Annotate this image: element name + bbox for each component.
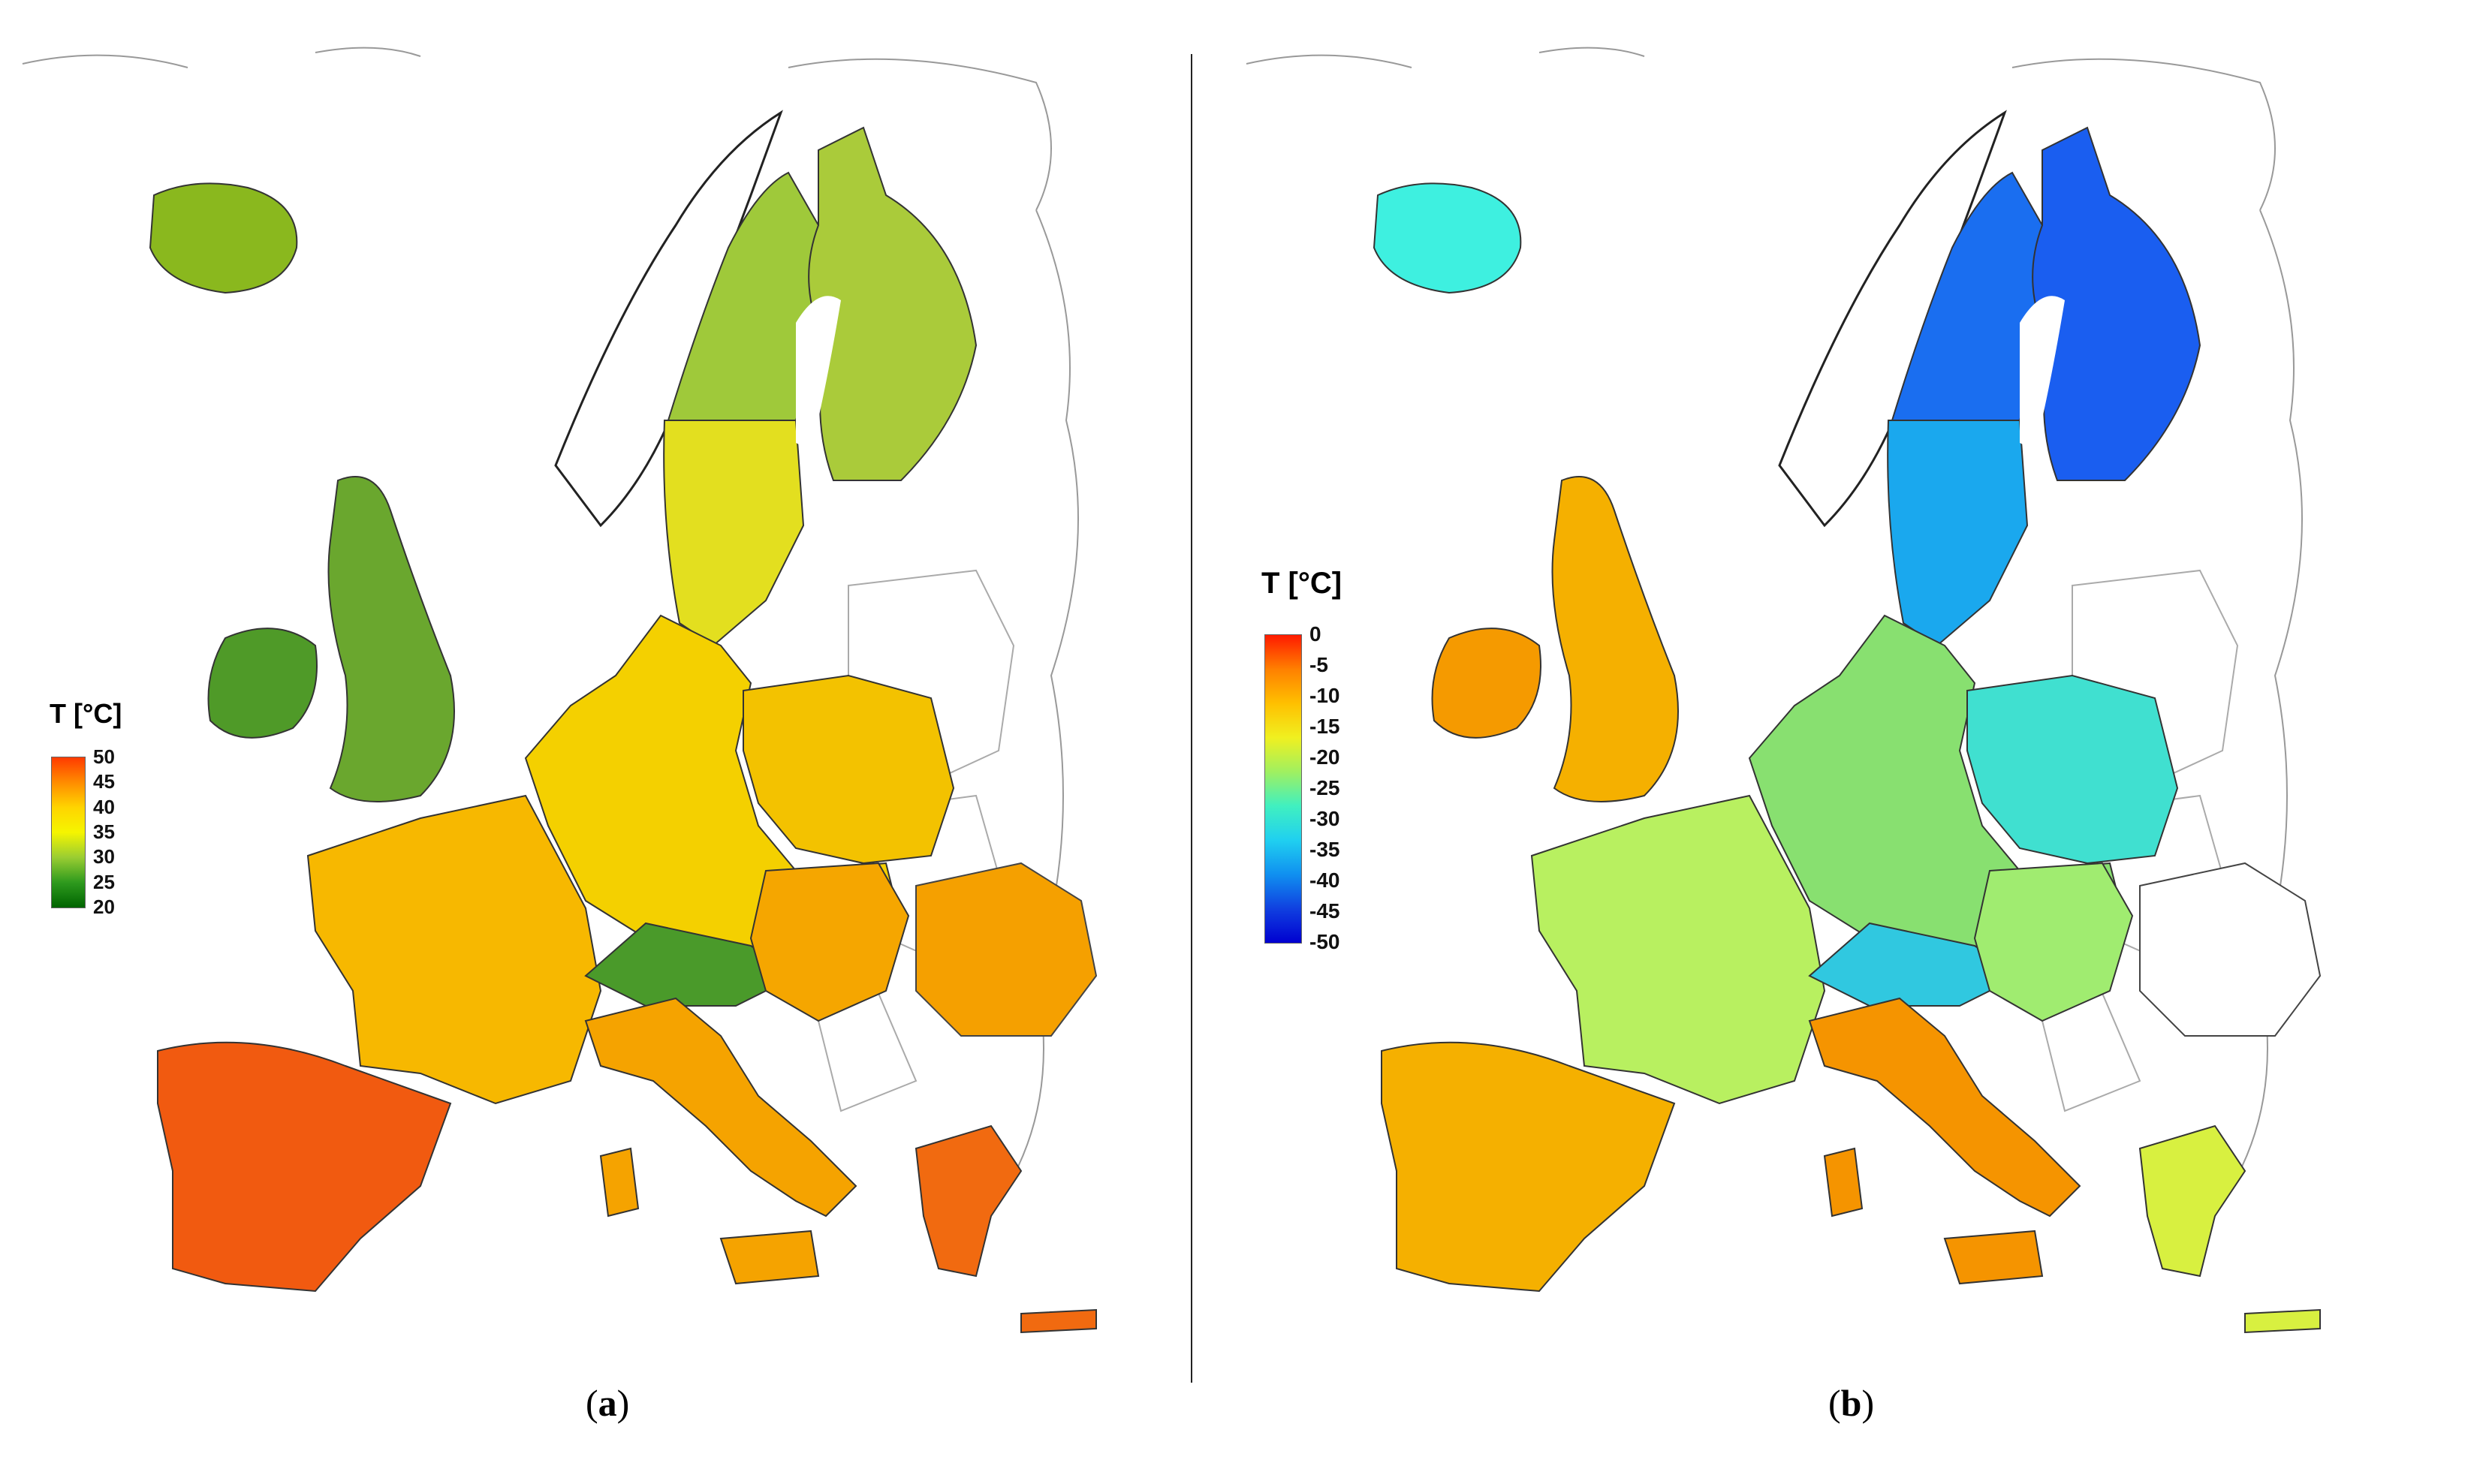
legend-a-colorbar <box>51 757 86 908</box>
caption-a: (a) <box>586 1381 629 1425</box>
legend-tick: -45 <box>1309 899 1340 923</box>
legend-tick: -5 <box>1309 653 1328 676</box>
panel-b-map <box>1246 47 2322 1334</box>
legend-a-title: T [°C] <box>50 698 122 729</box>
legend-tick: -40 <box>1309 868 1340 892</box>
legend-tick: 35 <box>93 820 115 843</box>
legend-b: T [°C] 0 -5 -10 -15 -20 -25 -30 -35 -40 -45 -50 <box>1261 567 1374 957</box>
region-greece <box>1020 1308 1097 1334</box>
legend-tick: 0 <box>1309 622 1321 646</box>
region-sweden_south <box>663 420 805 647</box>
region-romania <box>915 862 1098 1037</box>
legend-tick: -25 <box>1309 776 1340 799</box>
panel-divider <box>1191 54 1192 1383</box>
region-italy <box>1943 1230 2044 1285</box>
legend-b-title: T [°C] <box>1261 567 1342 600</box>
legend-tick: -30 <box>1309 807 1340 830</box>
region-poland <box>1966 674 2179 865</box>
legend-tick: -20 <box>1309 745 1340 769</box>
legend-tick: 30 <box>93 845 115 868</box>
region-iberia <box>157 1041 452 1293</box>
region-italy <box>1808 997 2081 1218</box>
legend-tick: -10 <box>1309 684 1340 707</box>
region-greece <box>2244 1308 2321 1334</box>
map-outline <box>1778 110 2007 528</box>
region-italy <box>584 997 857 1218</box>
legend-b-colorbar <box>1264 634 1302 944</box>
map-outline <box>2020 296 2065 450</box>
legend-tick: -15 <box>1309 715 1340 738</box>
region-scandinavia_north <box>1891 171 2051 421</box>
region-romania <box>2139 862 2322 1037</box>
region-iceland <box>149 182 298 294</box>
map-outline <box>1246 47 2303 1232</box>
legend-a: T [°C] 50 45 40 35 30 25 20 <box>50 698 140 918</box>
region-balkans <box>749 862 910 1022</box>
region-poland <box>743 674 955 865</box>
region-uk <box>327 476 455 802</box>
caption-a-letter: a <box>598 1382 617 1424</box>
caption-b: (b) <box>1828 1381 1874 1425</box>
legend-tick: -35 <box>1309 838 1340 861</box>
region-italy <box>719 1230 820 1285</box>
region-sweden_south <box>1887 420 2029 647</box>
map-outline <box>22 47 1079 1232</box>
caption-b-close: ) <box>1861 1382 1875 1424</box>
region-ireland <box>1431 628 1541 739</box>
region-italy <box>1823 1147 1864 1218</box>
caption-b-open: ( <box>1828 1382 1841 1424</box>
region-ireland <box>207 628 318 739</box>
caption-b-letter: b <box>1840 1382 1862 1424</box>
region-iberia <box>1381 1041 1676 1293</box>
legend-tick: 25 <box>93 870 115 893</box>
region-italy <box>599 1147 640 1218</box>
legend-tick: 40 <box>93 795 115 818</box>
region-france <box>306 794 602 1105</box>
region-uk <box>1551 476 1679 802</box>
region-greece <box>915 1124 1023 1278</box>
legend-tick: 50 <box>93 745 115 768</box>
region-greece <box>2138 1124 2246 1278</box>
legend-tick: 20 <box>93 896 115 918</box>
panel-a-map <box>22 47 1098 1334</box>
caption-a-close: ) <box>616 1382 630 1424</box>
region-scandinavia_north <box>667 171 827 421</box>
map-outline <box>796 296 841 450</box>
region-balkans <box>1973 862 2134 1022</box>
region-iceland <box>1373 182 1522 294</box>
caption-a-open: ( <box>586 1382 598 1424</box>
map-outline <box>554 110 783 528</box>
legend-tick: -50 <box>1309 930 1340 953</box>
legend-tick: 45 <box>93 770 115 793</box>
region-france <box>1530 794 1826 1105</box>
